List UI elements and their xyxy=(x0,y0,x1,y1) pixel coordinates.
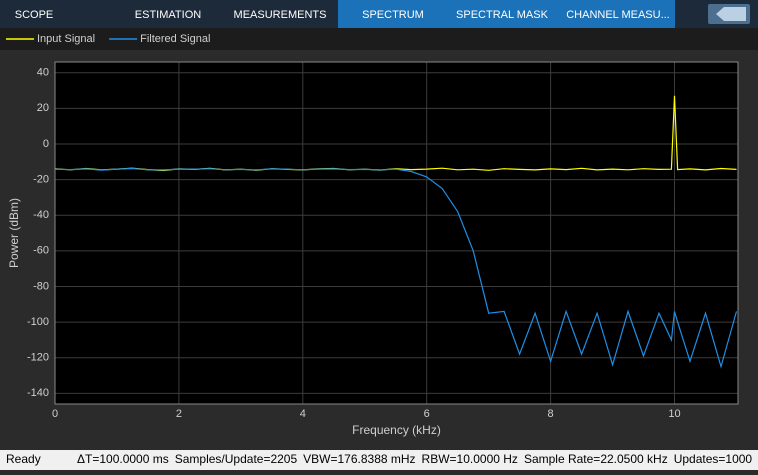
x-tick-label: 10 xyxy=(668,408,680,420)
status-item: ΔT=100.0000 ms xyxy=(77,452,169,466)
y-tick-label: -140 xyxy=(27,387,49,399)
status-item: VBW=176.8388 mHz xyxy=(303,452,415,466)
status-state: Ready xyxy=(6,452,41,466)
tab-label[interactable]: SCOPE xyxy=(15,9,54,21)
y-tick-label: -40 xyxy=(33,209,49,221)
legend-bar xyxy=(0,28,758,50)
status-item: Samples/Update=2205 xyxy=(175,452,298,466)
y-tick-label: 0 xyxy=(43,138,49,150)
x-axis-label: Frequency (kHz) xyxy=(352,423,441,437)
tab-label[interactable]: SPECTRAL MASK xyxy=(456,9,549,21)
x-tick-label: 6 xyxy=(424,408,430,420)
y-tick-label: -60 xyxy=(33,245,49,257)
y-tick-label: 20 xyxy=(37,102,49,114)
status-item: RBW=10.0000 Hz xyxy=(422,452,518,466)
y-tick-label: 40 xyxy=(37,67,49,79)
tab-label[interactable]: SPECTRUM xyxy=(362,9,424,21)
status-bar xyxy=(0,450,758,470)
tab-label[interactable]: MEASUREMENTS xyxy=(234,9,327,21)
x-tick-label: 0 xyxy=(52,408,58,420)
status-item: Sample Rate=22.0500 kHz xyxy=(524,452,668,466)
x-tick-label: 8 xyxy=(548,408,554,420)
y-tick-label: -20 xyxy=(33,173,49,185)
legend-label[interactable]: Filtered Signal xyxy=(140,33,210,45)
y-tick-label: -100 xyxy=(27,316,49,328)
x-tick-label: 2 xyxy=(176,408,182,420)
tab-label[interactable]: CHANNEL MEASU... xyxy=(566,9,670,21)
active-tab-group xyxy=(338,0,675,28)
y-axis-label: Power (dBm) xyxy=(7,198,21,268)
axes-frame xyxy=(54,61,739,405)
y-tick-label: -80 xyxy=(33,280,49,292)
x-tick-label: 4 xyxy=(300,408,306,420)
plot-area xyxy=(55,62,738,404)
tab-label[interactable]: ESTIMATION xyxy=(135,9,201,21)
series-line xyxy=(54,167,738,369)
legend-label[interactable]: Input Signal xyxy=(37,33,95,45)
back-arrow xyxy=(716,7,746,21)
status-item: Updates=1000 xyxy=(674,452,753,466)
y-tick-label: -120 xyxy=(27,352,49,364)
